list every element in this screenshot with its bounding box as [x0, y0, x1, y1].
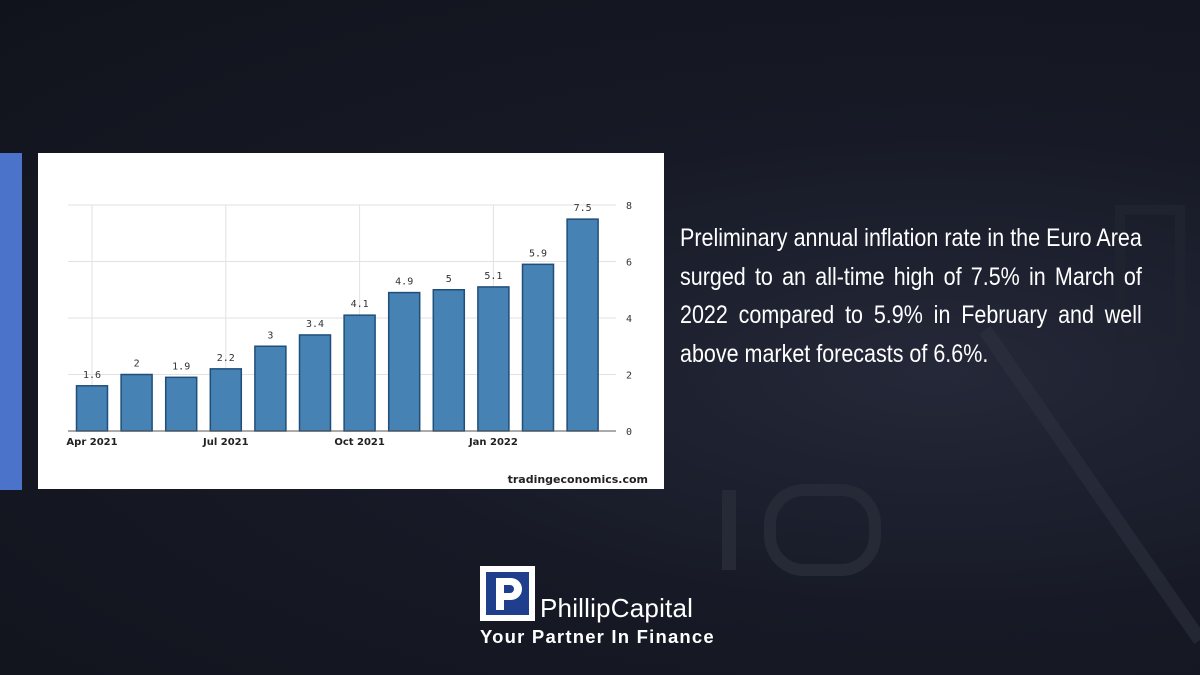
- bar-oct-2021: [343, 314, 376, 432]
- bar-jan-2022: [477, 286, 510, 432]
- data-label: 5.9: [529, 248, 547, 259]
- chart-card: 0 2 4 6 8 1.6 2 1.9 2.2 3 3.4 4.1 4.9 5 5.1 5.9 7.5 Apr 2…: [38, 153, 664, 489]
- logo-p-icon: [480, 566, 535, 621]
- data-label: 5.1: [484, 271, 502, 282]
- data-label: 2.2: [217, 353, 235, 364]
- brand-name: PhillipCapital: [540, 593, 694, 623]
- x-tick-label: Apr 2021: [66, 437, 117, 448]
- accent-bar: [0, 153, 22, 490]
- data-label: 2: [134, 359, 140, 370]
- y-tick-label: 2: [626, 371, 632, 382]
- data-label: 5: [446, 274, 452, 285]
- bar-jul-2021: [209, 368, 243, 432]
- y-tick-label: 0: [626, 427, 632, 438]
- bar-apr-2021: [75, 385, 109, 432]
- bar-chart: 0 2 4 6 8 1.6 2 1.9 2.2 3 3.4 4.1 4.9 5 5.1 5.9 7.5 Apr 2…: [66, 201, 632, 448]
- bar-feb-2022: [521, 263, 555, 432]
- y-tick-label: 6: [626, 258, 632, 269]
- x-tick-label: Oct 2021: [334, 437, 385, 448]
- bar-mar-2022: [566, 218, 599, 432]
- x-tick-label: Jan 2022: [468, 437, 518, 448]
- source-label: tradingeconomics.com: [507, 473, 648, 486]
- bar-nov-2021: [387, 291, 421, 432]
- headline-text: Preliminary annual inflation rate in the…: [680, 224, 1142, 368]
- data-label: 3: [267, 330, 273, 341]
- data-label: 4.1: [351, 299, 369, 310]
- data-label: 7.5: [574, 203, 592, 214]
- y-tick-label: 4: [626, 314, 632, 325]
- bar-aug-2021: [254, 345, 287, 432]
- y-tick-label: 8: [626, 201, 632, 212]
- data-label: 4.9: [395, 277, 413, 288]
- bar-sep-2021: [298, 334, 332, 432]
- data-label: 1.9: [172, 361, 190, 372]
- bar-jun-2021: [164, 376, 198, 432]
- brand-logo: PhillipCapital Your Partner In Finance: [480, 566, 730, 651]
- bar-dec-2021: [432, 289, 466, 432]
- brand-tagline: Your Partner In Finance: [480, 626, 715, 647]
- data-label: 1.6: [83, 370, 101, 381]
- x-tick-label: Jul 2021: [202, 437, 249, 448]
- data-label: 3.4: [306, 319, 324, 330]
- bar-may-2021: [120, 373, 153, 432]
